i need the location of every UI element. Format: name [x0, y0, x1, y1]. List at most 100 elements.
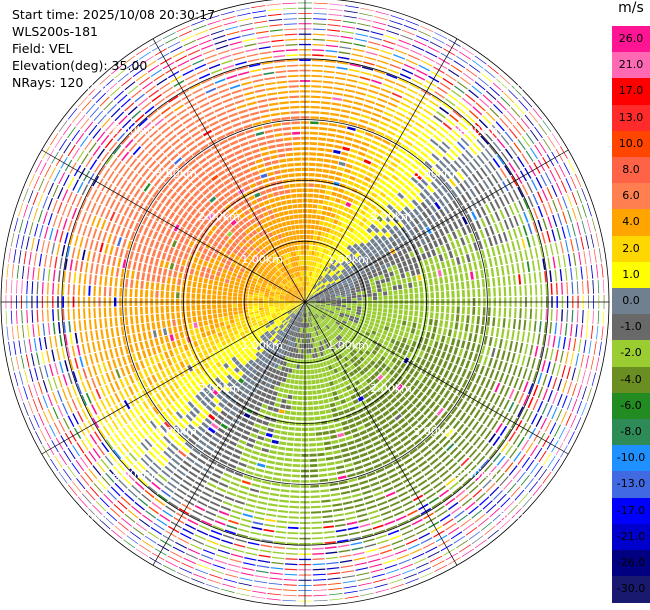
velocity-gate — [238, 582, 252, 587]
velocity-gate — [460, 168, 469, 178]
velocity-gate — [322, 327, 327, 332]
velocity-gate — [124, 513, 136, 523]
velocity-gate — [331, 325, 337, 331]
velocity-gate — [308, 188, 314, 193]
velocity-gate — [182, 479, 193, 487]
velocity-gate — [503, 114, 513, 125]
velocity-gate — [372, 356, 379, 363]
velocity-gate — [499, 519, 511, 530]
velocity-gate — [453, 160, 462, 169]
velocity-gate — [429, 233, 436, 241]
velocity-gate — [513, 377, 519, 389]
velocity-gate — [375, 534, 388, 540]
velocity-gate — [450, 282, 455, 291]
velocity-gate — [216, 463, 226, 470]
velocity-gate — [480, 167, 488, 177]
velocity-gate — [386, 129, 396, 136]
velocity-gate — [295, 348, 299, 354]
velocity-gate — [414, 424, 422, 432]
velocity-gate — [155, 443, 164, 452]
velocity-gate — [432, 560, 445, 568]
velocity-gate — [289, 352, 293, 358]
velocity-gate — [378, 260, 385, 266]
velocity-gate — [302, 307, 304, 313]
velocity-gate — [306, 343, 309, 349]
velocity-gate — [381, 116, 392, 122]
velocity-gate — [420, 60, 433, 67]
velocity-gate — [405, 578, 419, 584]
velocity-gate — [379, 324, 385, 330]
velocity-gate — [437, 86, 448, 95]
velocity-gate — [339, 227, 345, 233]
velocity-gate — [482, 288, 486, 297]
velocity-gate — [289, 318, 294, 324]
velocity-gate — [546, 404, 553, 417]
velocity-gate — [371, 349, 378, 356]
velocity-gate — [348, 121, 358, 126]
velocity-gate — [317, 263, 321, 269]
velocity-gate — [198, 373, 205, 381]
velocity-gate — [214, 520, 226, 526]
velocity-gate — [141, 350, 147, 359]
velocity-gate — [320, 302, 326, 304]
velocity-gate — [535, 415, 543, 427]
velocity-gate — [135, 418, 143, 428]
velocity-gate — [465, 527, 478, 536]
velocity-gate — [183, 404, 191, 412]
velocity-gate — [245, 425, 253, 431]
velocity-gate — [554, 167, 561, 180]
velocity-gate — [493, 490, 503, 500]
velocity-gate — [363, 136, 372, 142]
velocity-gate — [340, 308, 346, 312]
velocity-gate — [406, 339, 412, 346]
velocity-gate — [160, 424, 168, 434]
velocity-gate — [269, 321, 275, 326]
velocity-gate — [282, 594, 297, 597]
velocity-gate — [346, 259, 352, 265]
velocity-gate — [309, 261, 313, 266]
velocity-gate — [313, 235, 318, 241]
velocity-gate — [355, 372, 362, 379]
velocity-gate — [228, 389, 235, 396]
velocity-gate — [326, 371, 331, 377]
velocity-gate — [448, 250, 454, 259]
velocity-gate — [322, 350, 327, 356]
velocity-gate — [347, 401, 354, 407]
velocity-gate — [379, 505, 390, 512]
velocity-gate — [311, 315, 315, 321]
velocity-gate — [241, 373, 248, 380]
velocity-gate — [384, 272, 390, 278]
velocity-gate — [275, 319, 280, 324]
velocity-gate — [398, 491, 408, 498]
velocity-gate — [319, 378, 325, 384]
velocity-gate — [406, 135, 416, 142]
velocity-gate — [195, 394, 203, 402]
velocity-gate — [393, 290, 398, 295]
velocity-gate — [459, 544, 471, 553]
velocity-gate — [313, 594, 328, 597]
velocity-gate — [476, 316, 480, 325]
velocity-gate — [204, 544, 217, 550]
velocity-gate — [171, 496, 182, 505]
velocity-gate — [480, 269, 485, 279]
velocity-gate — [397, 335, 403, 342]
velocity-gate — [419, 311, 424, 318]
velocity-gate — [335, 349, 340, 355]
velocity-gate — [181, 431, 189, 440]
velocity-gate — [321, 285, 326, 290]
velocity-gate — [39, 366, 44, 379]
velocity-gate — [397, 347, 403, 354]
velocity-gate — [562, 254, 566, 268]
velocity-gate — [223, 406, 231, 413]
velocity-gate — [367, 307, 372, 311]
velocity-gate — [151, 395, 158, 404]
velocity-gate — [325, 551, 338, 555]
velocity-gate — [503, 219, 510, 230]
velocity-gate — [220, 423, 228, 430]
velocity-gate — [595, 357, 600, 372]
velocity-gate — [329, 229, 335, 235]
velocity-gate — [490, 267, 495, 277]
velocity-gate — [211, 436, 220, 443]
velocity-gate — [468, 110, 479, 120]
velocity-gate — [171, 341, 177, 349]
